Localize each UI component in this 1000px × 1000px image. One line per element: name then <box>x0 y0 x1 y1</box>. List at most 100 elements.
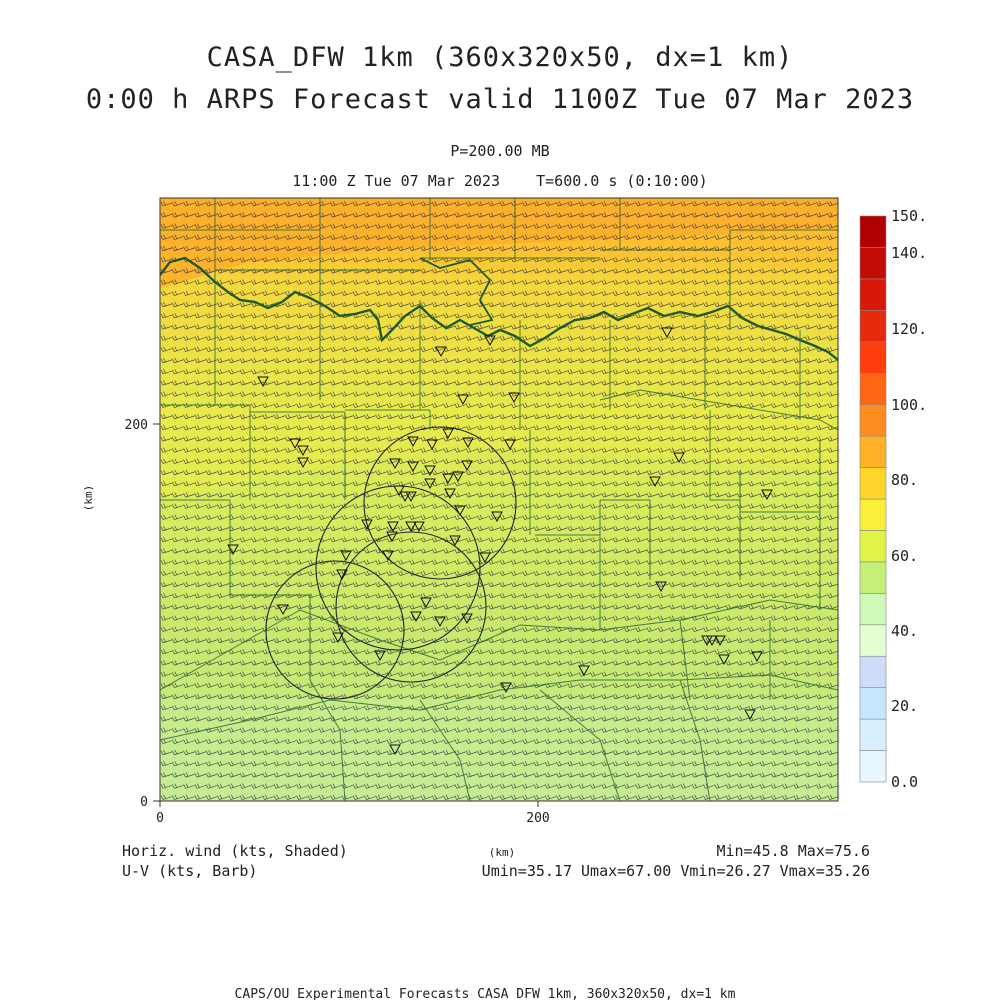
wind-barb <box>737 671 749 677</box>
wind-barb <box>567 593 579 599</box>
wind-barb <box>488 357 500 364</box>
wind-barb <box>364 537 376 543</box>
wind-barb <box>657 469 670 476</box>
wind-barb <box>296 525 308 532</box>
wind-barb <box>612 660 625 666</box>
wind-barb <box>330 581 342 588</box>
wind-barb <box>454 245 466 252</box>
wind-barb <box>624 761 636 767</box>
wind-barb <box>251 447 263 453</box>
wind-barb <box>782 380 794 386</box>
wind-barb <box>318 660 331 666</box>
wind-barb <box>205 257 218 263</box>
colorbar-label: 150. <box>891 207 927 225</box>
wind-barb <box>544 492 557 498</box>
wind-barb <box>217 794 229 800</box>
wind-barb <box>499 335 512 341</box>
wind-barb <box>477 716 489 722</box>
wind-barb <box>601 212 613 218</box>
wind-barb <box>183 413 195 420</box>
wind-barb <box>782 212 794 218</box>
wind-barb <box>624 738 636 744</box>
wind-barb <box>398 716 410 722</box>
wind-barb <box>691 369 704 375</box>
wind-barb <box>669 738 681 744</box>
wind-barb <box>364 369 376 375</box>
wind-barb <box>488 223 500 229</box>
wind-barb <box>251 705 263 711</box>
wind-barb <box>375 738 387 744</box>
wind-barb <box>680 324 692 330</box>
wind-barb <box>273 705 286 711</box>
wind-barb <box>364 637 376 644</box>
wind-barb <box>194 257 206 263</box>
wind-barb <box>816 772 828 778</box>
wind-barb <box>217 245 229 252</box>
wind-barb <box>205 581 218 588</box>
wind-barb <box>725 626 738 632</box>
wind-barb <box>804 626 817 632</box>
wind-barb <box>431 548 444 554</box>
wind-barb <box>714 391 726 397</box>
wind-barb <box>590 380 602 386</box>
wind-barb <box>556 223 568 229</box>
wind-barb <box>420 503 432 509</box>
wind-barb <box>782 604 794 610</box>
wind-barb <box>703 581 715 588</box>
wind-barb <box>239 279 252 285</box>
wind-barb <box>567 772 579 778</box>
wind-barb <box>375 794 387 800</box>
wind-barb <box>522 615 534 621</box>
wind-barb <box>307 335 319 341</box>
wind-barb <box>341 637 353 644</box>
wind-barb <box>172 469 184 476</box>
wind-barb <box>420 626 432 632</box>
wind-barb <box>624 626 636 632</box>
wind-barb <box>352 783 365 789</box>
wind-barb <box>194 593 206 599</box>
wind-barb <box>273 637 286 644</box>
wind-barb <box>646 727 658 733</box>
wind-barb <box>183 357 195 364</box>
wind-barb <box>431 402 444 408</box>
wind-barb <box>556 391 568 397</box>
wind-barb <box>804 749 817 756</box>
wind-barb <box>499 727 512 733</box>
wind-barb <box>511 380 523 386</box>
wind-barb <box>793 761 805 767</box>
wind-barb <box>172 223 184 229</box>
wind-barb <box>804 245 817 252</box>
wind-barb <box>680 481 692 487</box>
wind-barb <box>793 548 805 554</box>
wind-barb <box>770 525 783 532</box>
wind-barb <box>443 290 455 296</box>
wind-barb <box>533 559 545 565</box>
wind-barb <box>691 794 704 800</box>
wind-barb <box>714 548 726 554</box>
wind-barb <box>239 716 252 722</box>
wind-barb <box>341 581 353 588</box>
wind-barb <box>454 402 466 408</box>
wind-barb <box>386 615 399 621</box>
wind-barb <box>657 593 670 599</box>
wind-barb <box>431 369 444 375</box>
wind-barb <box>262 548 274 554</box>
station-marker <box>420 597 432 609</box>
wind-barb <box>386 783 399 789</box>
wind-barb <box>194 234 206 240</box>
wind-barb <box>624 716 636 722</box>
wind-barb <box>804 649 817 655</box>
wind-barb <box>205 794 218 800</box>
wind-barb <box>172 637 184 644</box>
wind-barb <box>420 469 432 476</box>
wind-barb <box>273 761 286 767</box>
wind-barb <box>657 660 670 666</box>
wind-barb <box>635 279 647 285</box>
wind-barb <box>657 346 670 352</box>
wind-barb <box>228 212 240 218</box>
wind-barb <box>770 693 783 700</box>
wind-barb <box>251 391 263 397</box>
wind-barb <box>217 559 229 565</box>
wind-barb <box>680 234 692 240</box>
wind-barb <box>522 559 534 565</box>
